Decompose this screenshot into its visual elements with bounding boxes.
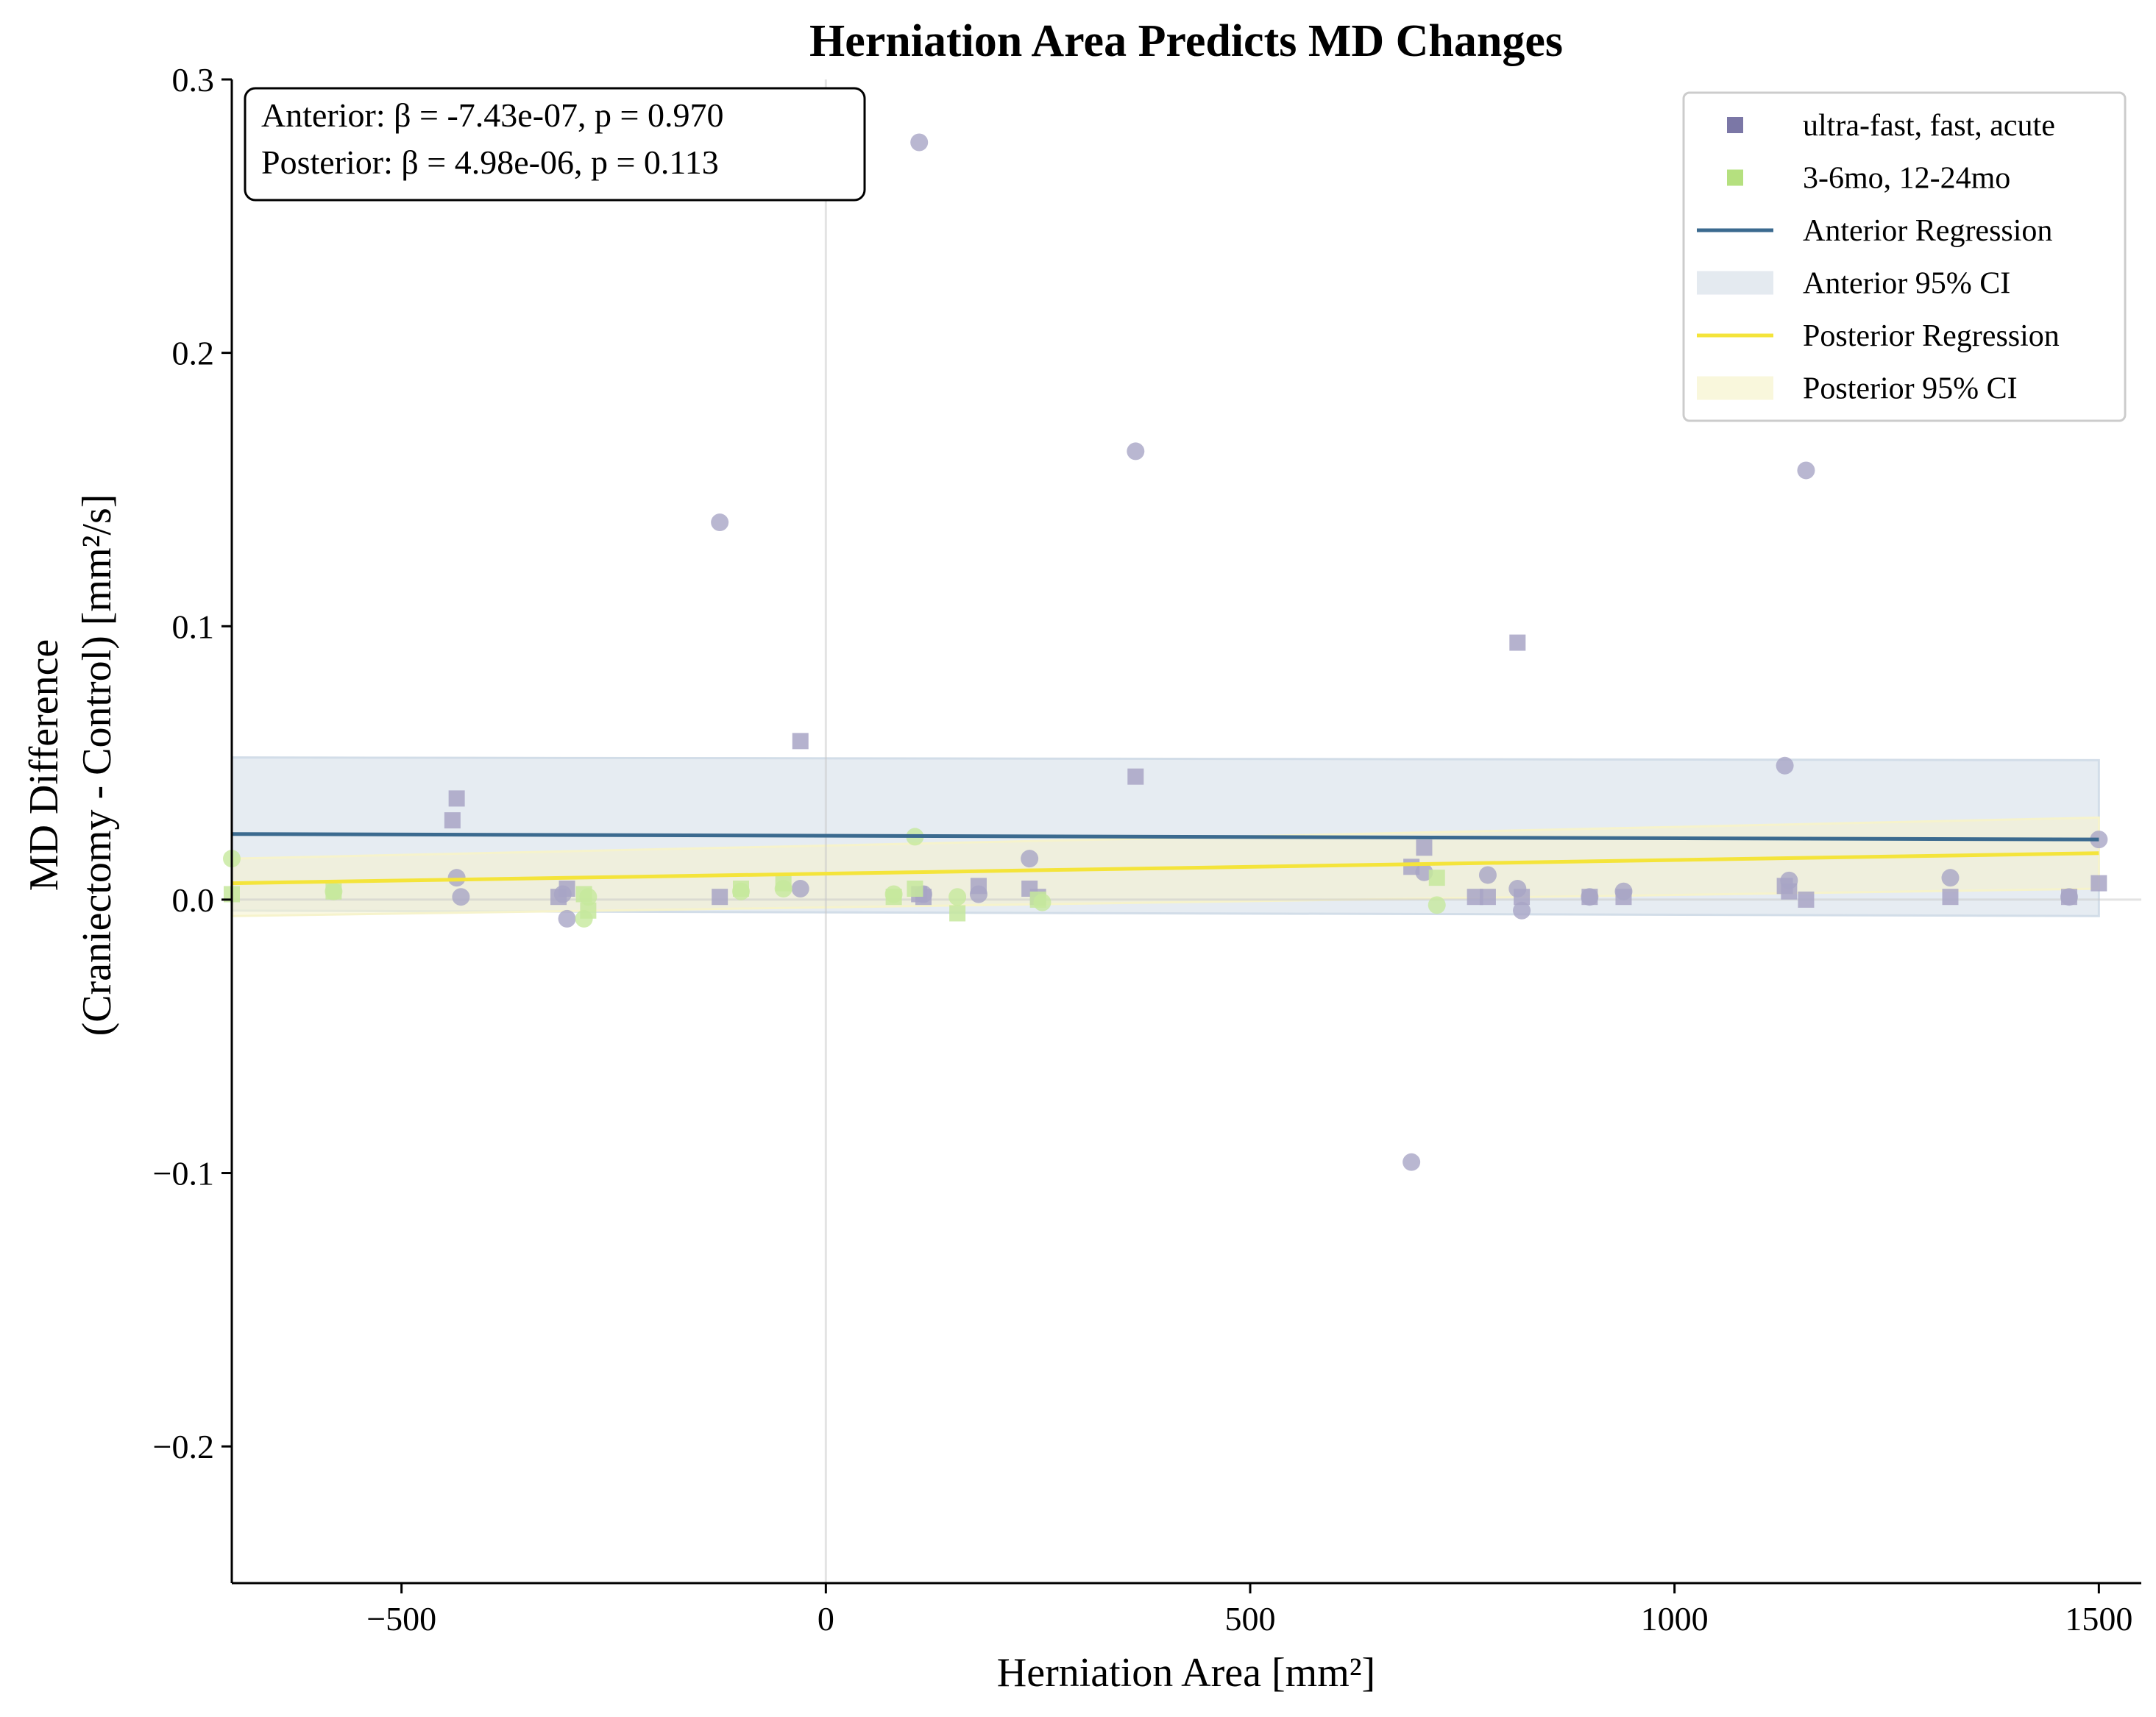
- legend-band-3: [1697, 271, 1773, 295]
- data-point-circle-1-5: [791, 880, 809, 898]
- data-point-circle-1-13: [1478, 866, 1497, 884]
- data-point-circle-3-8: [948, 888, 967, 906]
- chart-text: Herniation Area Predicts MD Changes Herni…: [21, 16, 1563, 1696]
- data-point-circle-1-11: [1403, 1153, 1421, 1171]
- data-point-circle-1-21: [1941, 869, 1960, 887]
- legend-label-2: Anterior Regression: [1803, 214, 2052, 248]
- x-tick-label: −500: [366, 1600, 436, 1638]
- data-point-circle-1-8: [969, 885, 987, 903]
- data-point-circle-3-2: [575, 909, 593, 928]
- data-point-circle-3-10: [1428, 896, 1446, 914]
- data-point-square-0-25: [2091, 875, 2107, 892]
- y-tick-label: 0.0: [172, 881, 215, 919]
- legend: ultra-fast, fast, acute 3-6mo, 12-24mo Ant…: [1682, 91, 2127, 422]
- data-point-square-0-0: [448, 790, 465, 807]
- data-points: [223, 133, 2108, 1171]
- data-point-square-0-11: [1127, 768, 1144, 785]
- y-tick-label: −0.1: [153, 1155, 214, 1192]
- axes: −500 0 500 1000 1500 −0.2 −0.1 0.0 0.1 0.2 0.3: [153, 61, 2141, 1638]
- data-point-circle-1-4: [711, 513, 729, 532]
- stats-box-frame: [244, 87, 866, 202]
- y-tick-label: 0.2: [172, 335, 215, 372]
- regression-lines: [231, 832, 2099, 886]
- x-tick-label: 0: [818, 1600, 834, 1638]
- legend-frame: [1682, 91, 2127, 422]
- regression-line-1: [231, 851, 2099, 886]
- data-point-circle-1-0: [447, 869, 466, 887]
- data-point-circle-1-1: [452, 888, 470, 906]
- chart-title: Herniation Area Predicts MD Changes: [809, 16, 1563, 66]
- legend-label-5: Posterior 95% CI: [1803, 372, 2018, 406]
- data-point-circle-1-15: [1513, 901, 1531, 920]
- data-point-circle-3-5: [774, 880, 792, 898]
- data-point-circle-1-12: [1415, 863, 1433, 881]
- legend-marker-0: [1727, 117, 1743, 133]
- data-point-square-0-1: [444, 812, 461, 829]
- data-point-circle-1-9: [1021, 850, 1039, 868]
- y-axis-label-line-2: (Craniectomy - Control) [mm²/s]: [74, 494, 120, 1037]
- data-point-circle-1-14: [1508, 880, 1527, 898]
- y-axis-label-line-1: MD Difference: [21, 639, 67, 892]
- data-point-circle-1-2: [553, 885, 572, 903]
- data-point-circle-1-20: [1797, 461, 1815, 480]
- legend-band-5: [1697, 376, 1773, 400]
- legend-label-3: Anterior 95% CI: [1803, 267, 2010, 301]
- data-point-circle-3-3: [579, 888, 597, 906]
- y-tick-label: 0.1: [172, 608, 215, 645]
- data-point-circle-1-6: [910, 133, 929, 152]
- data-point-square-0-13: [1416, 839, 1433, 856]
- data-point-square-0-22: [1798, 891, 1815, 908]
- legend-label-4: Posterior Regression: [1803, 319, 2060, 353]
- y-tick-label: −0.2: [153, 1428, 214, 1465]
- legend-label-0: ultra-fast, fast, acute: [1803, 109, 2055, 143]
- legend-marker-1: [1727, 169, 1743, 186]
- data-point-square-0-15: [1479, 889, 1496, 906]
- data-point-circle-3-4: [732, 882, 750, 900]
- data-point-square-2-8: [949, 905, 966, 922]
- data-point-circle-3-1: [325, 882, 343, 900]
- data-point-square-0-14: [1467, 889, 1483, 906]
- legend-label-1: 3-6mo, 12-24mo: [1803, 162, 2010, 196]
- data-point-square-0-23: [1942, 889, 1959, 906]
- data-point-square-2-10: [1428, 870, 1445, 886]
- stats-line-1: Posterior: β = 4.98e-06, p = 0.113: [261, 143, 719, 181]
- data-point-circle-1-22: [2060, 888, 2078, 906]
- x-tick-label: 500: [1225, 1600, 1276, 1638]
- data-point-circle-1-16: [1581, 888, 1599, 906]
- stats-line-0: Anterior: β = -7.43e-07, p = 0.970: [261, 96, 723, 134]
- reference-lines: [232, 79, 2141, 1583]
- data-point-circle-1-17: [1614, 882, 1633, 900]
- data-point-square-2-7: [907, 881, 923, 897]
- data-point-square-0-5: [792, 733, 809, 750]
- y-tick-label: 0.3: [172, 61, 215, 99]
- x-tick-label: 1000: [1641, 1600, 1709, 1638]
- data-point-square-0-16: [1509, 634, 1526, 651]
- regression-line-0: [231, 832, 2099, 842]
- stats-box: Anterior: β = -7.43e-07, p = 0.970 Poster…: [244, 87, 866, 202]
- data-point-square-0-4: [712, 889, 728, 906]
- data-point-circle-1-19: [1780, 871, 1798, 889]
- data-point-circle-3-6: [884, 885, 903, 903]
- data-point-circle-1-3: [558, 909, 576, 928]
- data-point-circle-1-18: [1776, 756, 1794, 775]
- x-tick-label: 1500: [2065, 1600, 2132, 1638]
- x-axis-label: Herniation Area [mm²]: [997, 1650, 1375, 1696]
- data-point-circle-3-9: [1033, 893, 1052, 911]
- data-point-circle-1-10: [1127, 442, 1145, 461]
